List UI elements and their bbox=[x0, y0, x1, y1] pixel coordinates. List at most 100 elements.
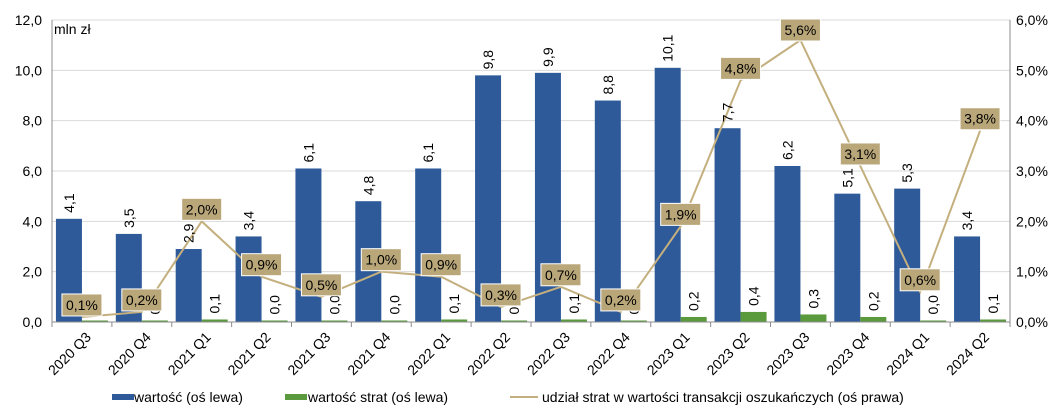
bar-value bbox=[954, 236, 981, 322]
bar-loss bbox=[501, 320, 528, 322]
y-right-tick-label: 1,0% bbox=[1016, 264, 1048, 280]
bar-loss bbox=[201, 319, 228, 322]
y-right-tick-label: 0,0% bbox=[1016, 314, 1048, 330]
x-tick-label: 2020 Q4 bbox=[105, 329, 154, 378]
bar-loss-label: 0,0 bbox=[267, 295, 283, 315]
share-label: 3,1% bbox=[844, 146, 876, 162]
x-tick-label: 2024 Q1 bbox=[883, 329, 932, 378]
axes: 0,0 2,0 4,0 6,0 8,0 10,0 12,0 0,0% 1,0% 2,0% 3,0% 4… bbox=[15, 12, 1048, 378]
x-tick-label: 2021 Q2 bbox=[224, 329, 273, 378]
share-line bbox=[81, 38, 981, 318]
share-label-box bbox=[300, 273, 342, 297]
bar-value-label: 10,1 bbox=[660, 34, 676, 61]
share-label-box bbox=[420, 253, 462, 277]
bar-loss bbox=[680, 316, 707, 322]
bar-value bbox=[834, 193, 861, 322]
x-tick-label: 2020 Q3 bbox=[45, 329, 94, 378]
y-left-tick-label: 10,0 bbox=[15, 62, 42, 78]
bar-loss bbox=[441, 319, 468, 322]
bar-loss bbox=[980, 319, 1007, 322]
share-label: 0,2% bbox=[126, 292, 158, 308]
share-label: 0,3% bbox=[485, 287, 517, 303]
share-label: 3,8% bbox=[964, 111, 996, 127]
y-unit-label: mln zł bbox=[54, 21, 91, 37]
share-label: 0,5% bbox=[305, 277, 337, 293]
share-label: 5,6% bbox=[784, 22, 816, 38]
bar-loss bbox=[800, 314, 827, 322]
bar-value bbox=[475, 75, 502, 322]
bar-value-label: 6,2 bbox=[779, 140, 795, 160]
bar-value bbox=[235, 236, 262, 322]
bar-value-label: 2,9 bbox=[181, 223, 197, 243]
bar-loss-label: 0,1 bbox=[566, 294, 582, 314]
bar-value-label: 6,1 bbox=[420, 143, 436, 163]
y-left-tick-label: 6,0 bbox=[23, 163, 43, 179]
bar-value bbox=[894, 188, 921, 322]
x-tick-label: 2022 Q4 bbox=[584, 329, 633, 378]
y-right-tick-label: 3,0% bbox=[1016, 163, 1048, 179]
y-left-tick-label: 12,0 bbox=[15, 12, 42, 28]
share-label-box bbox=[121, 288, 163, 312]
y-right-tick-label: 4,0% bbox=[1016, 113, 1048, 129]
legend-swatch-loss bbox=[285, 394, 307, 400]
share-label: 4,8% bbox=[725, 60, 757, 76]
share-label-box bbox=[480, 283, 522, 307]
share-label-box bbox=[720, 56, 762, 80]
bar-loss-label: 0,2 bbox=[865, 291, 881, 311]
y-right-tick-label: 5,0% bbox=[1016, 62, 1048, 78]
bar-loss bbox=[920, 320, 947, 322]
bar-loss-label: 0,4 bbox=[746, 286, 762, 306]
bar-value-label: 3,4 bbox=[241, 211, 257, 231]
bar-loss-label: 0,3 bbox=[805, 289, 821, 309]
bar-value bbox=[774, 165, 801, 322]
y-right-tick-label: 2,0% bbox=[1016, 213, 1048, 229]
bar-loss-label: 0,2 bbox=[686, 291, 702, 311]
bar-value-label: 3,4 bbox=[959, 211, 975, 231]
share-label-box bbox=[600, 288, 642, 312]
legend-label-share: udział strat w wartości transakcji oszuk… bbox=[542, 389, 904, 405]
x-tick-label: 2021 Q1 bbox=[165, 329, 214, 378]
share-label: 0,2% bbox=[605, 292, 637, 308]
share-label-box bbox=[181, 197, 223, 221]
bar-value bbox=[714, 128, 741, 322]
share-label: 1,9% bbox=[665, 206, 697, 222]
bar-loss bbox=[141, 320, 168, 322]
bar-loss bbox=[81, 320, 108, 322]
bar-loss bbox=[740, 311, 767, 322]
bar-value-label: 9,8 bbox=[480, 50, 496, 70]
line-share-series bbox=[81, 38, 981, 318]
bars-value-series bbox=[55, 67, 981, 323]
bar-loss-label: 0,0 bbox=[386, 295, 402, 315]
y-left-tick-label: 4,0 bbox=[23, 213, 43, 229]
bar-value-label: 4,8 bbox=[360, 176, 376, 196]
share-label: 2,0% bbox=[186, 201, 218, 217]
bar-loss bbox=[321, 320, 348, 322]
bar-value-label: 4,1 bbox=[61, 193, 77, 213]
bars-loss-series bbox=[81, 311, 1007, 322]
x-tick-label: 2023 Q2 bbox=[703, 329, 752, 378]
bar-loss-label: 0,1 bbox=[985, 294, 1001, 314]
share-label: 0,1% bbox=[66, 297, 98, 313]
bar-value-label: 5,1 bbox=[839, 168, 855, 188]
share-label-boxes: 0,1% 0,2% 2,0% 0,9% 0,5% 1,0% 0,9% 0,3% 0,7% 0,2%… bbox=[61, 18, 1001, 317]
share-label-box bbox=[779, 18, 821, 42]
x-tick-label: 2021 Q4 bbox=[344, 329, 393, 378]
bar-value bbox=[594, 100, 621, 323]
x-tick-label: 2023 Q1 bbox=[644, 329, 693, 378]
y-right-tick-label: 6,0% bbox=[1016, 12, 1048, 28]
bar-value-label: 6,1 bbox=[300, 143, 316, 163]
bar-value-label: 3,5 bbox=[121, 208, 137, 228]
bar-value-label: 8,8 bbox=[600, 75, 616, 95]
legend-swatch-value bbox=[112, 394, 134, 400]
share-label: 1,0% bbox=[365, 252, 397, 268]
bar-loss bbox=[381, 320, 408, 322]
x-tick-label: 2022 Q2 bbox=[464, 329, 513, 378]
y-left-tick-label: 2,0 bbox=[23, 264, 43, 280]
share-label-box bbox=[899, 268, 941, 292]
share-label-box bbox=[241, 253, 283, 277]
bar-value bbox=[415, 168, 442, 322]
share-label: 0,6% bbox=[904, 272, 936, 288]
bar-loss-label: 0,0 bbox=[326, 295, 342, 315]
data-labels: 4,1 3,5 2,9 3,4 6,1 4,8 6,1 9,8 9,9 8,8 10,1 7,7 6,2… bbox=[61, 18, 1001, 317]
